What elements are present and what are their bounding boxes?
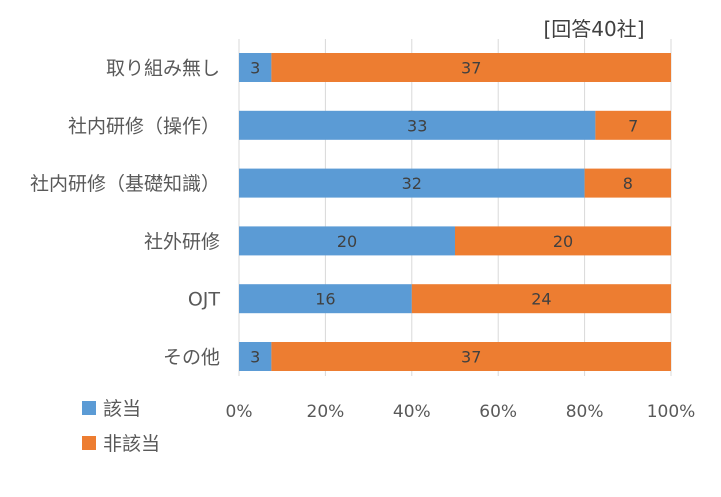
data-label-applicable: 32 xyxy=(402,174,422,193)
legend-label: 該当 xyxy=(103,398,141,420)
bar-segment-4-not-applicable xyxy=(455,226,671,256)
legend-swatch xyxy=(82,401,96,415)
bar-segment-2-applicable xyxy=(239,110,596,140)
x-tick-label: 40% xyxy=(393,402,431,422)
x-tick-label: 0% xyxy=(226,402,253,422)
data-label-applicable: 3 xyxy=(250,348,260,367)
x-tick-label: 60% xyxy=(479,402,517,422)
response-count-note: [回答40社] xyxy=(543,17,644,41)
data-label-applicable: 3 xyxy=(250,59,260,78)
bar-segment-1-applicable xyxy=(239,53,272,82)
data-label-applicable: 33 xyxy=(407,116,427,135)
x-tick-label: 100% xyxy=(647,402,696,422)
bar-segment-6-not-applicable xyxy=(271,342,671,371)
data-label-not-applicable: 7 xyxy=(628,116,638,135)
data-label-applicable: 16 xyxy=(315,290,335,309)
category-label: その他 xyxy=(163,347,220,369)
legend-swatch xyxy=(82,436,96,450)
category-label: 社内研修（基礎知識） xyxy=(30,173,220,195)
x-tick-label: 20% xyxy=(307,402,345,422)
category-label: 社内研修（操作） xyxy=(68,115,220,137)
data-label-not-applicable: 37 xyxy=(461,348,481,367)
bar-segment-5-not-applicable xyxy=(411,284,671,314)
legend-label: 非該当 xyxy=(103,433,160,455)
bar-segment-2-not-applicable xyxy=(595,110,671,140)
data-label-not-applicable: 8 xyxy=(623,174,633,193)
bar-segment-4-applicable xyxy=(239,226,455,256)
category-label: 取り組み無し xyxy=(106,58,220,80)
gridlines xyxy=(238,39,672,376)
bar-segment-5-applicable xyxy=(239,284,412,314)
data-label-not-applicable: 24 xyxy=(531,290,551,309)
bar-segment-6-applicable xyxy=(239,342,272,371)
category-label: OJT xyxy=(188,289,221,311)
x-tick-label: 80% xyxy=(566,402,604,422)
category-label: 社外研修 xyxy=(144,231,220,253)
bar-segment-3-not-applicable xyxy=(584,168,671,198)
data-label-applicable: 20 xyxy=(337,232,357,251)
data-label-not-applicable: 37 xyxy=(461,59,481,78)
data-label-not-applicable: 20 xyxy=(553,232,573,251)
bar-segment-1-not-applicable xyxy=(271,53,671,82)
bar-segment-3-applicable xyxy=(239,168,585,198)
